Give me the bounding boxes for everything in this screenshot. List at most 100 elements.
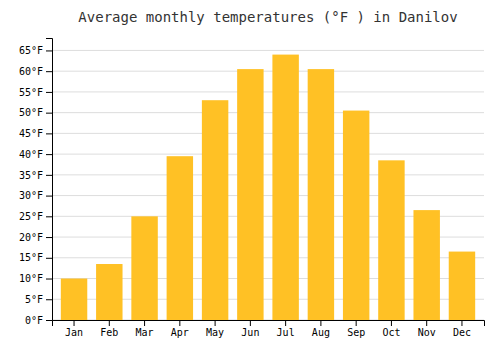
y-tick: 0°F [25, 315, 52, 326]
chart-container: Jan Feb Mar Apr May Jun Jul Aug Sep Oct Nov Dec 0°F 5… [0, 0, 500, 350]
y-tick: 5°F [25, 294, 52, 305]
grid-line [52, 154, 484, 155]
y-tick-label: 25°F [19, 211, 43, 222]
y-tick: 55°F [19, 87, 52, 98]
x-tick-label: Aug [312, 327, 330, 338]
x-tick-mark [461, 320, 462, 326]
x-tick-mark [215, 320, 216, 326]
y-tick-mark [46, 196, 52, 197]
title: Average monthly temperatures (°F ) in Da… [78, 9, 457, 25]
x-tick: Feb [100, 320, 118, 338]
bar [413, 210, 439, 320]
bar [61, 279, 87, 320]
y-tick-label: 0°F [25, 315, 43, 326]
chart: Jan Feb Mar Apr May Jun Jul Aug Sep Oct Nov Dec 0°F 5… [0, 0, 500, 350]
y-tick-label: 20°F [19, 232, 43, 243]
x-tick: Jul [277, 320, 295, 338]
y-tick: 25°F [19, 211, 52, 222]
y-tick-mark [46, 154, 52, 155]
y-tick-label: 30°F [19, 190, 43, 201]
grid-line [52, 195, 484, 196]
x-tick-mark [250, 320, 251, 326]
x-tick-label: Jul [277, 327, 295, 338]
y-tick-mark [46, 299, 52, 300]
bar [167, 156, 193, 320]
x-axis: Jan Feb Mar Apr May Jun Jul Aug Sep Oct Nov Dec [53, 320, 485, 338]
x-tick-label: Mar [136, 327, 154, 338]
x-tick-mark [109, 320, 110, 326]
x-tick-label: Feb [100, 327, 118, 338]
grid-line [52, 71, 484, 72]
x-tick-mark [426, 320, 427, 326]
y-tick-label: 55°F [19, 87, 43, 98]
y-tick-label: 40°F [19, 149, 43, 160]
bar [96, 264, 122, 320]
x-tick: Mar [136, 320, 154, 338]
x-tick-label: Jun [241, 327, 259, 338]
y-tick-label: 5°F [25, 294, 43, 305]
y-tick: 15°F [19, 252, 52, 263]
x-tick: Jun [241, 320, 259, 338]
x-tick: Apr [171, 320, 189, 338]
y-tick-mark [46, 92, 52, 93]
y-tick: 35°F [19, 170, 52, 181]
grid-line [52, 174, 484, 175]
y-tick-mark [46, 175, 52, 176]
x-tick-mark [74, 320, 75, 326]
grid-line [52, 91, 484, 92]
y-tick-mark [46, 320, 52, 321]
x-tick-label: Dec [453, 327, 471, 338]
x-tick-label: Nov [418, 327, 436, 338]
x-tick-label: Apr [171, 327, 189, 338]
bar [131, 216, 157, 320]
grid-line [52, 50, 484, 51]
y-tick-mark [46, 216, 52, 217]
y-tick-label: 15°F [19, 252, 43, 263]
y-tick-mark [46, 50, 52, 51]
x-axis-line [53, 321, 485, 327]
y-tick: 20°F [19, 232, 52, 243]
y-tick: 30°F [19, 190, 52, 201]
grid-line [52, 112, 484, 113]
bar [237, 69, 263, 320]
x-tick-label: Oct [382, 327, 400, 338]
bar [308, 69, 334, 320]
y-axis: 0°F 5°F 10°F 15°F 20°F 25°F 30°F 35°F 40°F 45°F 50… [19, 39, 53, 326]
x-tick-mark [179, 320, 180, 326]
x-tick-label: Jan [65, 327, 83, 338]
x-tick-mark [285, 320, 286, 326]
bar [449, 252, 475, 320]
bar [272, 55, 298, 320]
y-tick-mark [46, 237, 52, 238]
y-tick: 65°F [19, 45, 52, 56]
bars [61, 55, 475, 320]
y-tick-mark [46, 258, 52, 259]
y-tick: 60°F [19, 66, 52, 77]
x-tick-mark [320, 320, 321, 326]
x-tick-label: May [206, 327, 224, 338]
grid-line [52, 133, 484, 134]
y-tick-label: 35°F [19, 170, 43, 181]
bar [202, 100, 228, 320]
y-tick: 10°F [19, 273, 52, 284]
grid [52, 50, 484, 320]
y-tick-mark [46, 133, 52, 134]
y-tick: 50°F [19, 107, 52, 118]
x-tick: Nov [418, 320, 436, 338]
x-tick-label: Sep [347, 327, 365, 338]
x-tick: Sep [347, 320, 365, 338]
y-tick-label: 45°F [19, 128, 43, 139]
y-tick-mark [46, 71, 52, 72]
y-tick-label: 65°F [19, 45, 43, 56]
y-tick-label: 60°F [19, 66, 43, 77]
y-tick-label: 50°F [19, 107, 43, 118]
x-tick: Dec [453, 320, 471, 338]
x-tick-mark [356, 320, 357, 326]
y-tick-label: 10°F [19, 273, 43, 284]
x-tick: Jan [65, 320, 83, 338]
y-axis-line [46, 39, 53, 321]
y-tick: 45°F [19, 128, 52, 139]
x-tick-mark [144, 320, 145, 326]
plot-area: Jan Feb Mar Apr May Jun Jul Aug Sep Oct Nov Dec 0°F 5… [19, 39, 485, 339]
y-tick-mark [46, 113, 52, 114]
